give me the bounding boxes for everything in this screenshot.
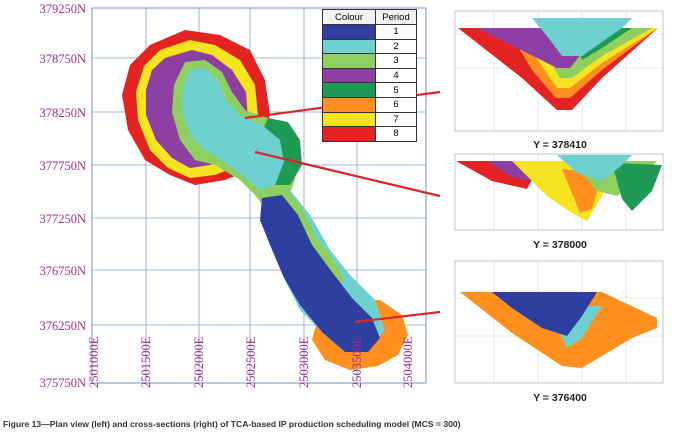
legend-swatch: [322, 96, 376, 113]
cross-section-2: [452, 151, 667, 233]
arrow-to-section-376400: [354, 310, 440, 324]
northing-label: 378250N: [39, 106, 86, 120]
legend-row: 2: [322, 38, 417, 55]
section3-period-1: [492, 292, 597, 336]
legend-swatch: [322, 111, 376, 128]
northing-label: 378750N: [39, 52, 86, 66]
legend-period: 8: [375, 126, 417, 142]
legend-row: 5: [322, 82, 417, 98]
easting-label: 2501000E: [87, 336, 101, 388]
easting-label: 2502000E: [192, 336, 206, 388]
legend-swatch: [322, 53, 376, 69]
legend-period: 4: [375, 67, 417, 84]
legend-row: 3: [322, 53, 417, 69]
legend-row: 8: [322, 126, 417, 142]
easting-label: 2503500E: [350, 336, 364, 388]
legend-period: 2: [375, 38, 417, 55]
legend-period: 1: [375, 24, 417, 40]
legend-row: 7: [322, 111, 417, 128]
easting-label: 2502500E: [244, 336, 258, 388]
cross-section-3-plot: [454, 260, 664, 384]
section2-period-5: [612, 163, 662, 211]
section-label: Y = 378410: [533, 139, 587, 151]
legend-swatch: [322, 82, 376, 98]
legend-swatch: [322, 67, 376, 84]
section-label: Y = 376400: [533, 392, 587, 404]
legend-swatch: [322, 24, 376, 40]
legend-period: 5: [375, 82, 417, 98]
legend-header-colour: Colour: [322, 9, 376, 25]
northing-label: 379250N: [39, 2, 86, 16]
cross-section-2-plot: [454, 153, 664, 231]
pit-period-2-zone: [182, 68, 284, 190]
pit-north: [122, 30, 302, 212]
easting-labels: 2501000E 2501500E 2502000E 2502500E 2503…: [87, 336, 415, 388]
easting-label: 2503000E: [297, 336, 311, 388]
easting-label: 2504000E: [401, 336, 415, 388]
legend-swatch: [322, 126, 376, 142]
legend-header-period: Period: [375, 9, 417, 25]
northing-label: 375750N: [39, 376, 86, 390]
cross-section-3: [452, 258, 667, 388]
arrow-to-section-378000: [254, 150, 440, 198]
northing-labels: 379250N 378750N 378250N 377750N 377250N …: [39, 2, 86, 390]
legend-header: Colour Period: [322, 9, 417, 25]
section1-period-2: [532, 18, 632, 56]
northing-label: 376250N: [39, 319, 86, 333]
legend-period: 7: [375, 111, 417, 128]
pit-south-period-1-zone: [260, 195, 380, 352]
figure-caption: Figure 13—Plan view (left) and cross-sec…: [3, 419, 461, 429]
northing-label: 377250N: [39, 212, 86, 226]
cross-section-1-plot: [454, 10, 664, 132]
cross-section-1: [452, 8, 667, 136]
legend-row: 1: [322, 24, 417, 40]
legend-row: 6: [322, 96, 417, 113]
legend-swatch: [322, 38, 376, 55]
legend-row: 4: [322, 67, 417, 84]
legend-period: 3: [375, 53, 417, 69]
northing-label: 376750N: [39, 264, 86, 278]
period-legend: Colour Period 1 2 3 4 5 6 7 8: [322, 9, 417, 142]
easting-label: 2501500E: [139, 336, 153, 388]
section2-period-2: [557, 155, 632, 181]
northing-label: 377750N: [39, 159, 86, 173]
section-label: Y = 378000: [533, 239, 587, 251]
legend-period: 6: [375, 96, 417, 113]
